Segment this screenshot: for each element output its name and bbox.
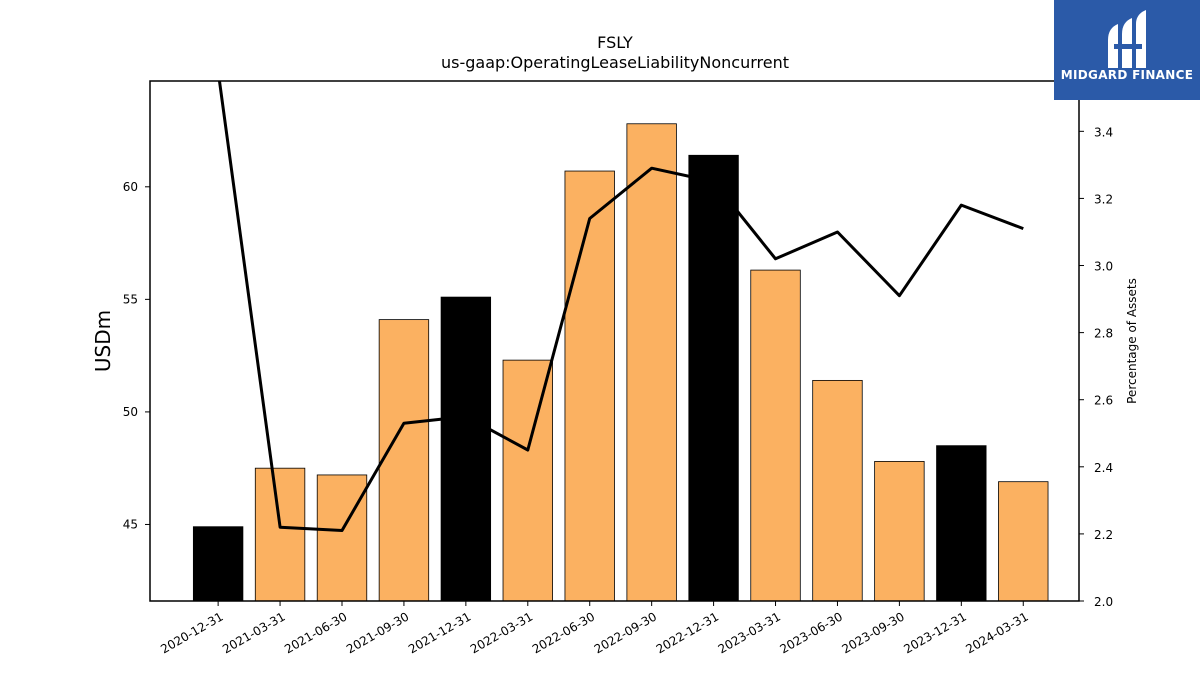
ytick-label: 60 bbox=[123, 180, 138, 194]
bar-2021-03-31 bbox=[254, 467, 306, 602]
xtick-label: 2021-09-30 bbox=[344, 609, 411, 656]
y2tick-label: 2.0 bbox=[1094, 595, 1113, 609]
bar-2022-09-30 bbox=[626, 123, 677, 602]
xtick-label: 2022-12-31 bbox=[654, 609, 721, 656]
xtick-label: 2022-06-30 bbox=[530, 609, 597, 656]
xtick-label: 2020-12-31 bbox=[158, 609, 225, 656]
logo-text: MIDGARD FINANCE bbox=[1060, 68, 1194, 82]
xtick-label: 2023-03-31 bbox=[716, 609, 783, 656]
bar-2024-03-31 bbox=[998, 481, 1049, 602]
ytick-label: 50 bbox=[123, 405, 138, 419]
plot-frame bbox=[149, 80, 1080, 602]
bar-2022-06-30 bbox=[564, 170, 615, 602]
y2tick-label: 2.6 bbox=[1094, 394, 1113, 408]
y2-axis-label: Percentage of Assets bbox=[1125, 278, 1139, 404]
xtick-label: 2021-03-31 bbox=[220, 609, 287, 656]
bar-2023-03-31 bbox=[750, 269, 801, 602]
percentage-line bbox=[217, 81, 1024, 532]
xtick-label: 2023-09-30 bbox=[839, 609, 906, 656]
bar-2022-12-31 bbox=[688, 154, 739, 602]
bar-2021-09-30 bbox=[378, 319, 430, 602]
bar-2023-06-30 bbox=[812, 379, 863, 602]
midgard-logo-icon bbox=[1108, 10, 1146, 68]
bar-2022-03-31 bbox=[502, 359, 553, 602]
xtick-label: 2022-09-30 bbox=[592, 609, 659, 656]
chart-title: FSLY bbox=[597, 33, 633, 52]
y2tick-label: 3.4 bbox=[1094, 125, 1113, 139]
xtick-label: 2022-03-31 bbox=[468, 609, 535, 656]
bar-2023-09-30 bbox=[874, 461, 925, 602]
ytick-label: 55 bbox=[123, 292, 138, 306]
xtick-label: 2021-12-31 bbox=[406, 609, 473, 656]
chart-subtitle: us-gaap:OperatingLeaseLiabilityNoncurren… bbox=[441, 53, 789, 72]
xtick-label: 2023-12-31 bbox=[901, 609, 968, 656]
ytick-label: 45 bbox=[123, 517, 138, 531]
xtick-label: 2023-06-30 bbox=[778, 609, 845, 656]
y2tick-label: 3.0 bbox=[1094, 260, 1113, 274]
y-axis-label: USDm bbox=[91, 310, 115, 372]
brand-logo: MIDGARD FINANCE bbox=[1054, 0, 1200, 100]
y2tick-label: 2.2 bbox=[1094, 528, 1113, 542]
xtick-label: 2024-03-31 bbox=[963, 609, 1030, 656]
bar-2021-12-31 bbox=[440, 296, 492, 602]
bar-2020-12-31 bbox=[192, 526, 244, 602]
bar-2023-12-31 bbox=[936, 445, 987, 602]
bar-2021-06-30 bbox=[316, 474, 368, 602]
y2tick-label: 2.8 bbox=[1094, 327, 1113, 341]
xtick-label: 2021-06-30 bbox=[282, 609, 349, 656]
y2tick-label: 2.4 bbox=[1094, 461, 1113, 475]
y2tick-label: 3.2 bbox=[1094, 192, 1113, 206]
